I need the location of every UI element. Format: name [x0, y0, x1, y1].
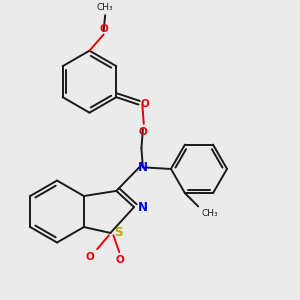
Text: CH₃: CH₃	[97, 3, 113, 12]
Text: N: N	[138, 201, 148, 214]
Text: O: O	[85, 251, 94, 262]
Text: O: O	[139, 127, 147, 137]
Text: CH₃: CH₃	[201, 209, 218, 218]
Text: N: N	[138, 161, 148, 174]
Text: O: O	[116, 255, 124, 265]
Text: O: O	[141, 99, 149, 109]
Text: O: O	[99, 24, 108, 34]
Text: S: S	[114, 226, 122, 239]
